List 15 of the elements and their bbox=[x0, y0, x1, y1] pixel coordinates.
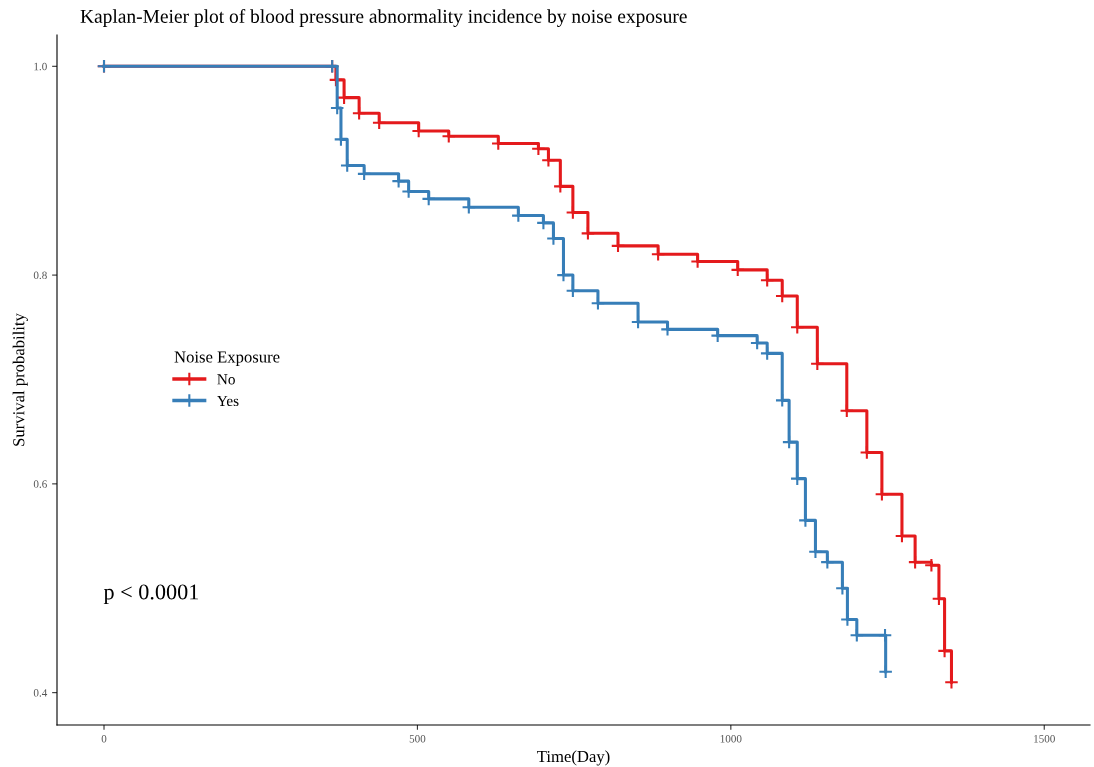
y-tick-label: 0.6 bbox=[33, 480, 47, 488]
y-tick-label: 0.4 bbox=[33, 689, 48, 697]
y-tick-label: 1.0 bbox=[34, 62, 47, 71]
x-tick-label: 1000 bbox=[720, 735, 742, 743]
legend-label: No bbox=[217, 374, 235, 385]
x-tick-label: 500 bbox=[409, 735, 426, 743]
y-axis-title: Survival probability bbox=[12, 313, 28, 446]
legend-title: Noise Exposure bbox=[174, 351, 280, 366]
x-tick-label: 0 bbox=[101, 735, 107, 743]
x-axis-title: Time(Day) bbox=[537, 750, 610, 766]
x-tick-label: 1500 bbox=[1034, 735, 1055, 743]
chart-title: Kaplan-Meier plot of blood pressure abnormality incidence by noise exposure bbox=[80, 9, 687, 27]
legend-label: Yes bbox=[217, 395, 239, 407]
annotation: p < 0.0001 bbox=[103, 584, 199, 604]
y-tick-label: 0.8 bbox=[33, 271, 47, 280]
